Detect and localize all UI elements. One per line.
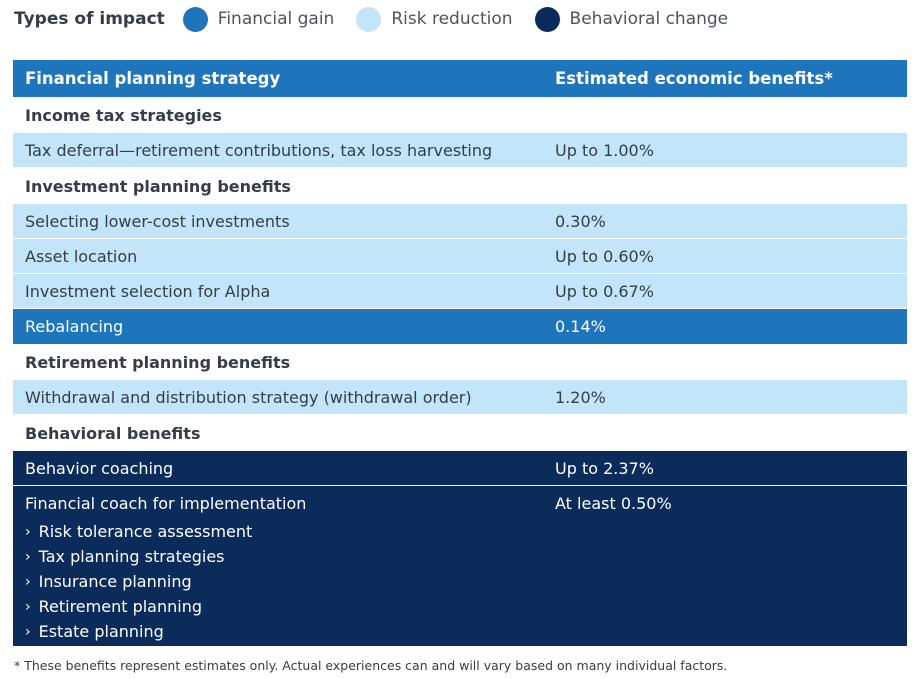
behavioral-change-swatch-icon <box>534 6 560 32</box>
benefit-cell: At least 0.50% <box>555 494 672 513</box>
legend-item-risk-reduction: Risk reduction <box>356 6 513 32</box>
strategy-cell: Tax deferral—retirement contributions, t… <box>25 140 493 160</box>
financial-gain-swatch-icon <box>182 6 208 32</box>
chevron-right-icon: › <box>25 573 31 590</box>
chevron-right-icon: › <box>25 548 31 565</box>
chevron-right-icon: › <box>25 523 31 540</box>
table-row: Behavior coaching Up to 2.37% <box>13 451 907 486</box>
subitem-label: Retirement planning <box>38 597 202 616</box>
legend-label: Behavioral change <box>569 9 729 29</box>
header-strategy: Financial planning strategy <box>25 69 281 88</box>
legend-item-behavioral-change: Behavioral change <box>534 6 729 32</box>
strategy-cell: Rebalancing <box>25 317 124 336</box>
chevron-right-icon: › <box>25 623 31 640</box>
subitem-label: Estate planning <box>38 622 164 641</box>
table-row: Asset location Up to 0.60% <box>13 239 907 274</box>
legend-label: Financial gain <box>217 9 335 29</box>
list-item: › Insurance planning <box>25 569 555 594</box>
section-investment: Investment planning benefits <box>13 168 907 204</box>
table-row: Selecting lower-cost investments 0.30% <box>13 204 907 239</box>
section-behavioral: Behavioral benefits <box>13 415 907 451</box>
table-row: Financial coach for implementation › Risk… <box>13 486 907 646</box>
section-label: Behavioral benefits <box>25 423 201 443</box>
legend-label: Risk reduction <box>391 9 513 29</box>
table-row: Rebalancing 0.14% <box>13 309 907 344</box>
subitem-label: Insurance planning <box>38 572 192 591</box>
table-header: Financial planning strategy Estimated ec… <box>13 60 907 97</box>
benefit-cell: Up to 1.00% <box>555 140 654 160</box>
section-label: Retirement planning benefits <box>25 352 291 372</box>
chevron-right-icon: › <box>25 598 31 615</box>
header-benefits: Estimated economic benefits* <box>555 69 833 88</box>
subitem-list: › Risk tolerance assessment › Tax planning… <box>25 519 555 644</box>
list-item: › Retirement planning <box>25 594 555 619</box>
table-row: Tax deferral—retirement contributions, t… <box>13 133 907 168</box>
strategy-cell: Selecting lower-cost investments <box>25 211 290 231</box>
list-item: › Risk tolerance assessment <box>25 519 555 544</box>
strategy-label: Financial coach for implementation <box>25 494 307 513</box>
benefits-table: Financial planning strategy Estimated ec… <box>13 60 907 646</box>
strategy-cell: Withdrawal and distribution strategy (wi… <box>25 387 472 407</box>
list-item: › Estate planning <box>25 619 555 644</box>
table-row: Withdrawal and distribution strategy (wi… <box>13 380 907 415</box>
section-retirement: Retirement planning benefits <box>13 344 907 380</box>
benefit-cell: 1.20% <box>555 387 606 407</box>
list-item: › Tax planning strategies <box>25 544 555 569</box>
strategy-cell: Asset location <box>25 246 138 266</box>
section-label: Income tax strategies <box>25 105 222 125</box>
strategy-cell: Financial coach for implementation › Risk… <box>13 494 555 644</box>
benefit-cell: Up to 2.37% <box>555 458 654 478</box>
legend-item-financial-gain: Financial gain <box>182 6 335 32</box>
impact-legend: Types of impact Financial gain Risk redu… <box>14 0 750 38</box>
benefit-cell: 0.14% <box>555 317 606 336</box>
footnote: * These benefits represent estimates onl… <box>14 658 728 673</box>
risk-reduction-swatch-icon <box>356 6 382 32</box>
benefit-cell: Up to 0.67% <box>555 281 654 301</box>
benefit-cell: 0.30% <box>555 211 606 231</box>
section-income-tax: Income tax strategies <box>13 97 907 133</box>
subitem-label: Risk tolerance assessment <box>38 522 253 541</box>
strategy-cell: Investment selection for Alpha <box>25 281 271 301</box>
strategy-cell: Behavior coaching <box>25 458 174 478</box>
table-row: Investment selection for Alpha Up to 0.6… <box>13 274 907 309</box>
legend-title: Types of impact <box>14 9 165 29</box>
subitem-label: Tax planning strategies <box>38 547 225 566</box>
section-label: Investment planning benefits <box>25 176 291 196</box>
benefit-cell: Up to 0.60% <box>555 246 654 266</box>
